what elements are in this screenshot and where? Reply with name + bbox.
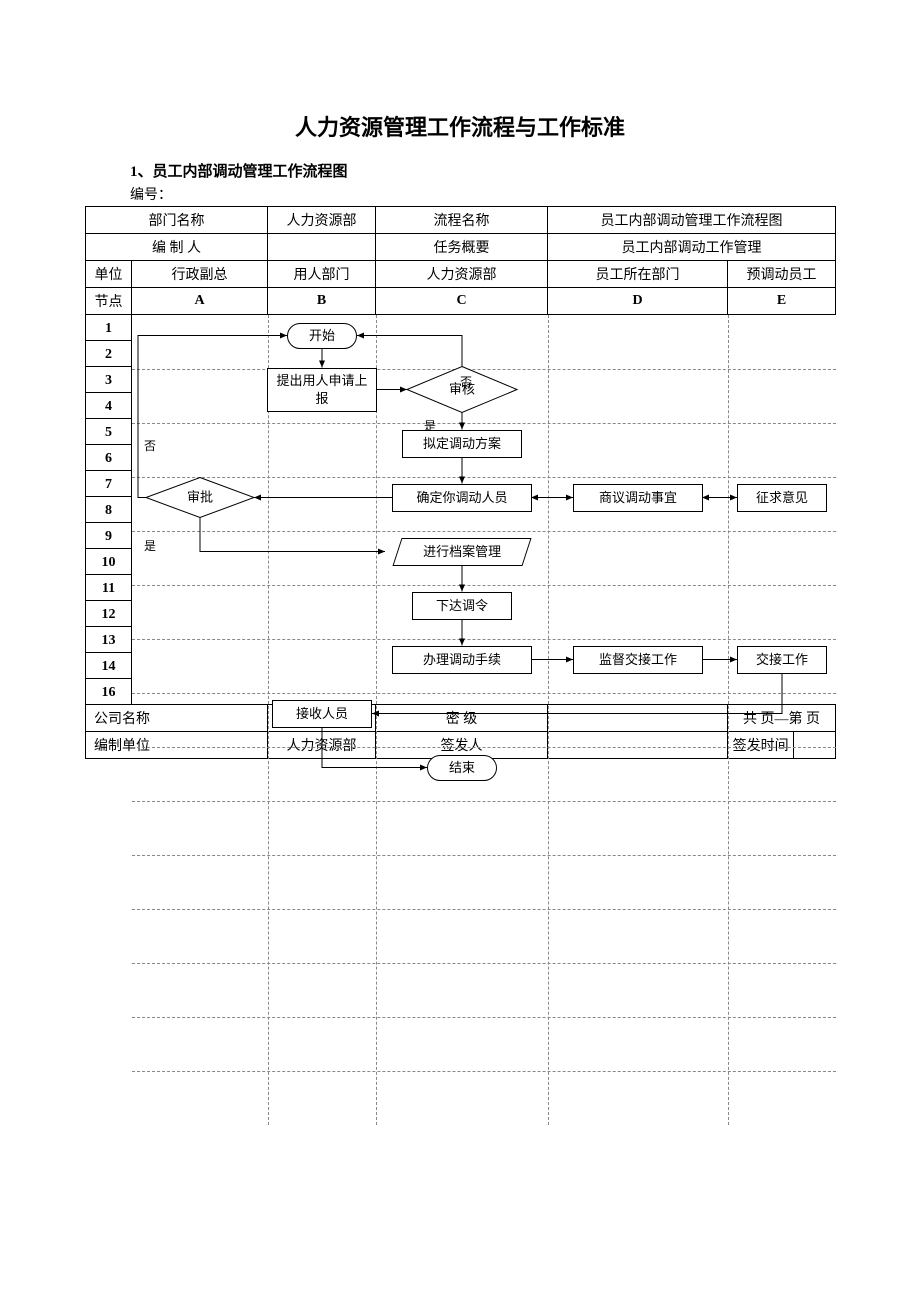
node-2: 2 [86,341,132,367]
node-12: 12 [86,601,132,627]
doc-title: 人力资源管理工作流程与工作标准 [85,110,835,142]
col-c-code: C [376,288,548,315]
row-guide [132,531,836,532]
flow-canvas: 开始提出用人申请上报拟定调动方案确定你调动人员 商议调动事宜 征求意见进行档案管理下… [132,315,836,1125]
row-guide [132,1071,836,1072]
flow-label: 否 [144,437,156,454]
hdr-flow-name-val: 员工内部调动管理工作流程图 [548,207,836,234]
hdr-author-val [268,234,376,261]
hdr-dept-name-label: 部门名称 [86,207,268,234]
col-e-title: 预调动员工 [728,261,836,288]
flow-node-recv: 接收人员 [272,700,372,728]
row-guide [132,963,836,964]
row-guide [132,477,836,478]
node-11: 11 [86,575,132,601]
row-guide [132,747,836,748]
node-3: 3 [86,367,132,393]
col-a-title: 行政副总 [132,261,268,288]
row-guide [132,801,836,802]
header-row-3: 单位 行政副总 用人部门 人力资源部 员工所在部门 预调动员工 [86,261,836,288]
column-guide [548,315,549,1125]
flow-node-supv: 监督交接工作 [573,646,703,674]
node-4: 4 [86,393,132,419]
hdr-task-val: 员工内部调动工作管理 [548,234,836,261]
row-guide [132,693,836,694]
column-guide [376,315,377,1125]
col-e-code: E [728,288,836,315]
serial-label: 编号： [130,184,835,204]
col-a-code: A [132,288,268,315]
flow-node-hand: 交接工作 [737,646,827,674]
node-7: 7 [86,471,132,497]
node-14: 14 [86,653,132,679]
node-16: 16 [86,679,132,705]
row-guide [132,855,836,856]
main-table: 部门名称 人力资源部 流程名称 员工内部调动管理工作流程图 编 制 人 任务概要… [85,206,836,759]
hdr-dept-name-val: 人力资源部 [268,207,376,234]
section-title: 1、员工内部调动管理工作流程图 [130,160,835,181]
hdr-author-label: 编 制 人 [86,234,268,261]
row-guide [132,909,836,910]
row-guide [132,639,836,640]
column-guide [728,315,729,1125]
flow-canvas-cell: 开始提出用人申请上报拟定调动方案确定你调动人员 商议调动事宜 征求意见进行档案管理下… [132,315,836,705]
flow-node-discuss: 商议调动事宜 [573,484,703,512]
col-d-title: 员工所在部门 [548,261,728,288]
flow-node-proc: 办理调动手续 [392,646,532,674]
header-row-2: 编 制 人 任务概要 员工内部调动工作管理 [86,234,836,261]
flow-node-start: 开始 [287,323,357,349]
flow-node-archive: 进行档案管理 [392,538,531,566]
flow-label: 是 [144,537,156,554]
flow-node-order: 下达调令 [412,592,512,620]
node-1: 1 [86,315,132,341]
flow-label: 否 [460,373,472,390]
row-guide [132,369,836,370]
flow-node-apply: 提出用人申请上报 [267,368,377,412]
document-page: 人力资源管理工作流程与工作标准 1、员工内部调动管理工作流程图 编号： 部门名称… [0,0,920,819]
node-label: 节点 [86,288,132,315]
flow-node-plan: 拟定调动方案 [402,430,522,458]
node-6: 6 [86,445,132,471]
node-10: 10 [86,549,132,575]
header-row-4: 节点 A B C D E [86,288,836,315]
col-b-title: 用人部门 [268,261,376,288]
node-13: 13 [86,627,132,653]
flow-node-opinion: 征求意见 [737,484,827,512]
unit-label: 单位 [86,261,132,288]
column-guide [268,315,269,1125]
flow-node-end: 结束 [427,755,497,781]
node-5: 5 [86,419,132,445]
row-guide [132,423,836,424]
flow-row-1: 1 开始提出用人申请上报拟定调动方案确定你调动人员商议调动事宜征求意见进行档案管… [86,315,836,341]
hdr-flow-name-label: 流程名称 [376,207,548,234]
col-c-title: 人力资源部 [376,261,548,288]
node-9: 9 [86,523,132,549]
hdr-task-label: 任务概要 [376,234,548,261]
svg-text:审批: 审批 [187,490,213,505]
row-guide [132,585,836,586]
col-b-code: B [268,288,376,315]
flow-label: 是 [424,417,436,434]
node-8: 8 [86,497,132,523]
header-row-1: 部门名称 人力资源部 流程名称 员工内部调动管理工作流程图 [86,207,836,234]
flow-node-confirm: 确定你调动人员 [392,484,532,512]
row-guide [132,1017,836,1018]
col-d-code: D [548,288,728,315]
